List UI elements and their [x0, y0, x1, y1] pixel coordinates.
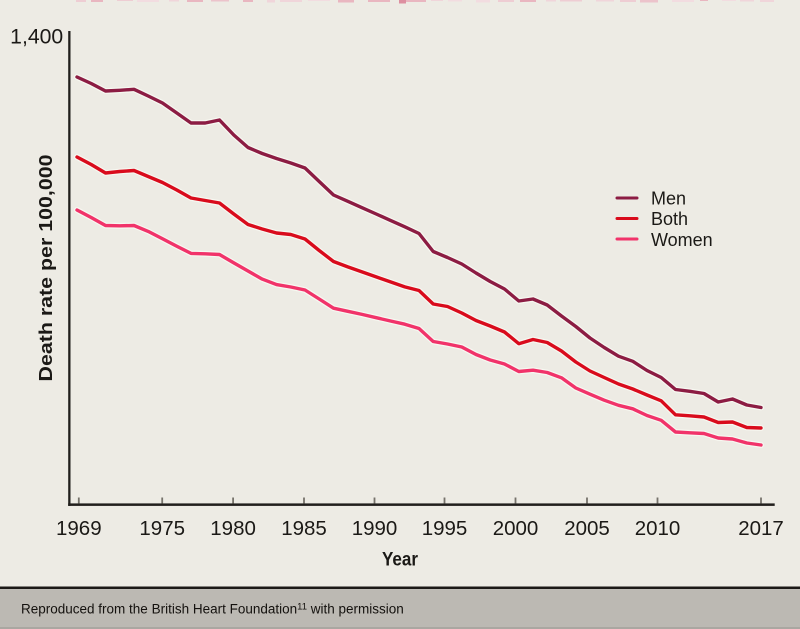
svg-text:Year: Year	[382, 549, 418, 571]
svg-text:1990: 1990	[352, 517, 398, 540]
svg-text:Men: Men	[651, 188, 686, 208]
svg-text:1969: 1969	[56, 517, 102, 540]
svg-text:1980: 1980	[210, 517, 256, 540]
svg-text:1995: 1995	[422, 517, 468, 540]
svg-text:Reproduced from the British He: Reproduced from the British Heart Founda…	[21, 602, 404, 617]
svg-text:1,400: 1,400	[10, 26, 63, 49]
svg-text:2010: 2010	[635, 517, 681, 540]
svg-text:Death rate per 100,000: Death rate per 100,000	[35, 155, 56, 382]
svg-text:2005: 2005	[564, 517, 610, 540]
svg-text:Women: Women	[651, 230, 713, 250]
svg-text:1975: 1975	[139, 517, 185, 540]
svg-text:1985: 1985	[281, 517, 327, 540]
svg-text:2000: 2000	[493, 517, 539, 540]
svg-text:2017: 2017	[738, 517, 784, 540]
svg-text:Both: Both	[651, 209, 688, 229]
